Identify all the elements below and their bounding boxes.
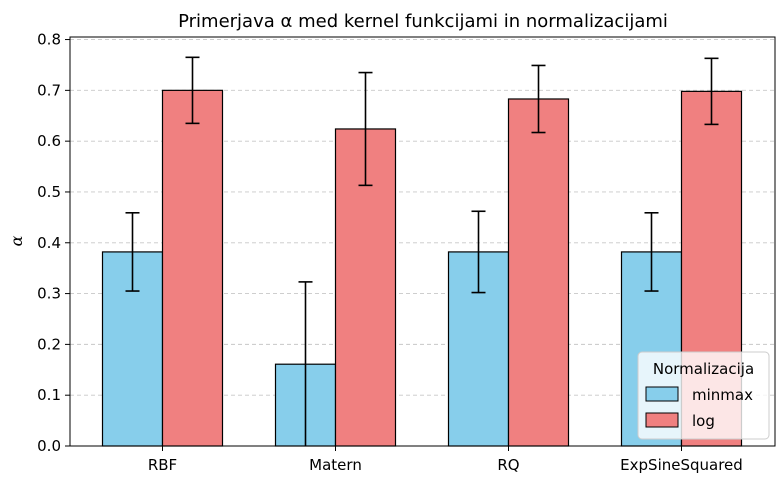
y-tick-label: 0.8 (37, 31, 61, 49)
legend-label-minmax: minmax (692, 386, 753, 404)
error-bar-minmax-rq (471, 210, 486, 294)
legend-swatch-log (645, 412, 679, 428)
error-bar-log-rq (531, 64, 546, 134)
y-tick-label: 0.2 (37, 335, 61, 353)
bar-log-rq (507, 98, 570, 447)
error-bar-minmax-rbf (125, 211, 140, 292)
tick-labels: 0.0 0.1 0.2 0.3 0.4 0.5 0.6 0.7 0.8 RBF Matern RQ Ex… (37, 31, 743, 474)
error-bar-minmax-expsinesquared (644, 211, 659, 292)
x-tick-label: Matern (309, 456, 362, 474)
bar-log-rbf (161, 89, 224, 447)
x-tick-label: RBF (148, 456, 177, 474)
chart-title: Primerjava α med kernel funkcijami in no… (178, 11, 668, 32)
y-axis-label: α (7, 235, 26, 246)
y-tick-label: 0.4 (37, 234, 61, 252)
error-bar-log-matern (358, 71, 373, 187)
legend-title: Normalizacija (653, 360, 754, 378)
error-bar-minmax-matern (298, 281, 313, 446)
error-bars (125, 56, 719, 446)
y-tick-label: 0.7 (37, 81, 61, 99)
x-tick-label: ExpSineSquared (620, 456, 743, 474)
legend-label-log: log (692, 412, 715, 430)
legend-swatch-minmax (645, 386, 679, 402)
bars (101, 89, 743, 447)
axes (65, 36, 776, 451)
y-tick-label: 0.0 (37, 437, 61, 455)
y-tick-label: 0.6 (37, 132, 61, 150)
legend: Normalizacija minmax log (637, 351, 770, 440)
plot-frame (69, 36, 776, 447)
error-bar-log-expsinesquared (704, 57, 719, 126)
y-tick-label: 0.1 (37, 386, 61, 404)
y-tick-label: 0.5 (37, 183, 61, 201)
x-tick-label: RQ (497, 456, 519, 474)
y-tick-label: 0.3 (37, 285, 61, 303)
error-bar-log-rbf (185, 56, 200, 125)
